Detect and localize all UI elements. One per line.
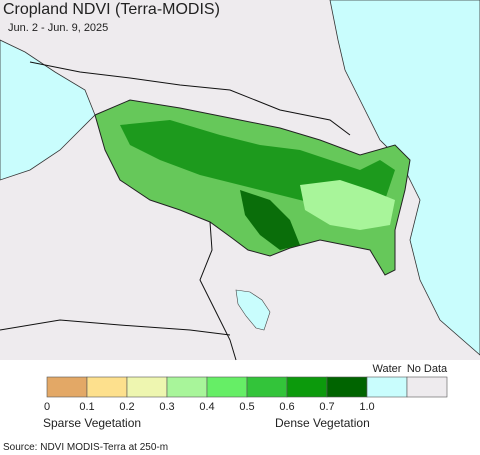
legend-swatch [166,376,208,398]
legend-tick-label: 0 [44,401,50,413]
legend-swatch [326,376,368,398]
title: Cropland NDVI (Terra-MODIS) [3,1,220,18]
black-sea [0,39,96,181]
legend-tick-label: 0.4 [199,401,214,413]
border [0,319,231,336]
legend-tick-label: 0.7 [319,401,334,413]
legend-tick-label: 1.0 [359,401,374,413]
legend-swatch-water [366,376,408,398]
legend-low-label: Sparse Vegetation [43,416,141,430]
legend-swatch [126,376,168,398]
dense-vegetation-area [240,190,300,250]
legend-no-data-label: No Data [407,363,448,375]
subtitle: Jun. 2 - Jun. 9, 2025 [8,22,108,34]
legend-tick-label: 0.3 [159,401,174,413]
lake-urmia [235,289,271,331]
legend-tick-label: 0.2 [119,401,134,413]
map [0,0,480,361]
legend-swatch [206,376,248,398]
border [29,61,351,136]
legend-tick-label: 0.6 [279,401,294,413]
legend-swatch [246,376,288,398]
legend-swatch [46,376,88,398]
legend: 0 0.1 0.2 0.3 0.4 0.5 0.6 0.7 1.0 Water No Data Spa… [43,363,448,430]
caspian-sea [329,0,480,356]
legend-swatch [86,376,128,398]
legend-water-label: Water [373,363,402,375]
source: Source: NDVI MODIS-Terra at 250-m [3,442,168,453]
moderate-vegetation-area [300,180,395,230]
legend-tick-label: 0.1 [79,401,94,413]
legend-high-label: Dense Vegetation [275,416,370,430]
legend-swatch-no-data [406,376,448,398]
legend-tick-label: 0.5 [239,401,254,413]
legend-swatch [286,376,328,398]
border [199,221,237,361]
